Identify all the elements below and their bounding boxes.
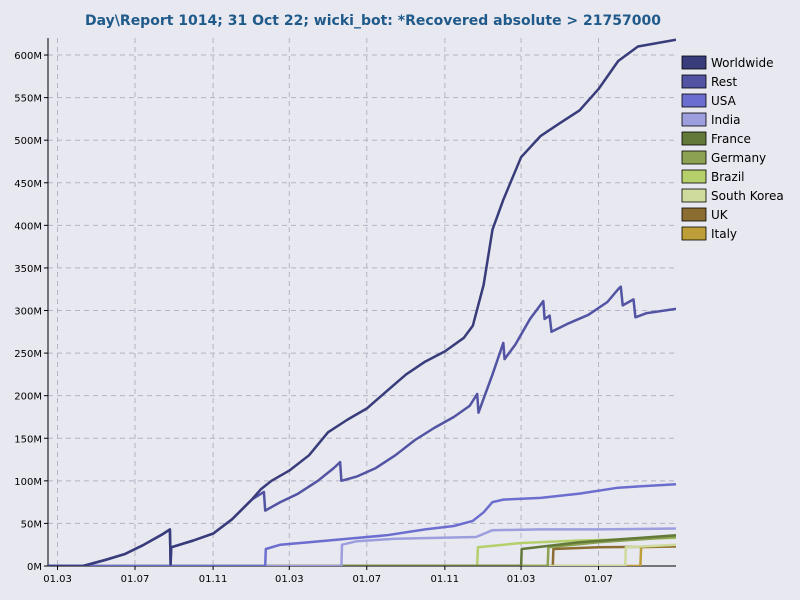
y-tick-label: 200M — [14, 392, 42, 403]
x-tick-label: 01.03 — [43, 574, 72, 585]
legend: Worldwide Rest USA India France Germany Brazil… — [681, 55, 784, 241]
series-line-france — [48, 534, 676, 566]
legend-label-rest: Rest — [711, 75, 737, 89]
x-tick-label: 01.03 — [507, 574, 536, 585]
legend-swatch-worldwide — [681, 55, 707, 70]
x-tick-label: 01.07 — [352, 574, 381, 585]
series-line-india — [48, 527, 676, 566]
y-tick-label: 300M — [14, 307, 42, 318]
series-line-usa — [48, 482, 676, 566]
y-tick-label: 450M — [14, 179, 42, 190]
legend-swatch-usa — [681, 93, 707, 108]
legend-swatch-rest — [681, 74, 707, 89]
legend-swatch-france — [681, 131, 707, 146]
x-tick-label: 01.03 — [275, 574, 304, 585]
series-line-south-korea — [48, 543, 676, 566]
series-line-germany — [48, 535, 676, 566]
y-tick-label: 550M — [14, 94, 42, 105]
legend-label-brazil: Brazil — [711, 170, 745, 184]
y-tick-label: 150M — [14, 434, 42, 445]
y-tick-label: 350M — [14, 264, 42, 275]
series-layer — [48, 38, 676, 566]
y-tick-label: 0M — [27, 562, 42, 573]
x-tick-label: 01.11 — [199, 574, 228, 585]
legend-swatch-italy — [681, 226, 707, 241]
series-line-uk — [48, 545, 676, 566]
y-tick-label: 50M — [21, 519, 42, 530]
y-tick-label: 500M — [14, 136, 42, 147]
legend-swatch-south-korea — [681, 188, 707, 203]
legend-label-usa: USA — [711, 94, 737, 108]
legend-label-uk: UK — [711, 208, 729, 222]
x-tick-label: 01.07 — [584, 574, 613, 585]
x-tick-label: 01.07 — [121, 574, 150, 585]
legend-swatch-uk — [681, 207, 707, 222]
series-line-worldwide — [48, 38, 676, 566]
legend-label-worldwide: Worldwide — [711, 56, 774, 70]
y-tick-label: 400M — [14, 221, 42, 232]
legend-swatch-brazil — [681, 169, 707, 184]
x-tick-label: 01.11 — [431, 574, 460, 585]
chart-title: Day\Report 1014; 31 Oct 22; wicki_bot: *… — [85, 13, 661, 29]
legend-label-germany: Germany — [711, 151, 766, 165]
legend-swatch-india — [681, 112, 707, 127]
legend-label-france: France — [711, 132, 751, 146]
y-tick-label: 250M — [14, 349, 42, 360]
y-tick-label: 600M — [14, 51, 42, 62]
legend-swatch-germany — [681, 150, 707, 165]
plot-area — [48, 38, 676, 566]
legend-label-south-korea: South Korea — [711, 189, 784, 203]
y-tick-label: 100M — [14, 477, 42, 488]
grid-lines — [48, 38, 676, 566]
legend-label-india: India — [711, 113, 740, 127]
legend-label-italy: Italy — [711, 227, 737, 241]
